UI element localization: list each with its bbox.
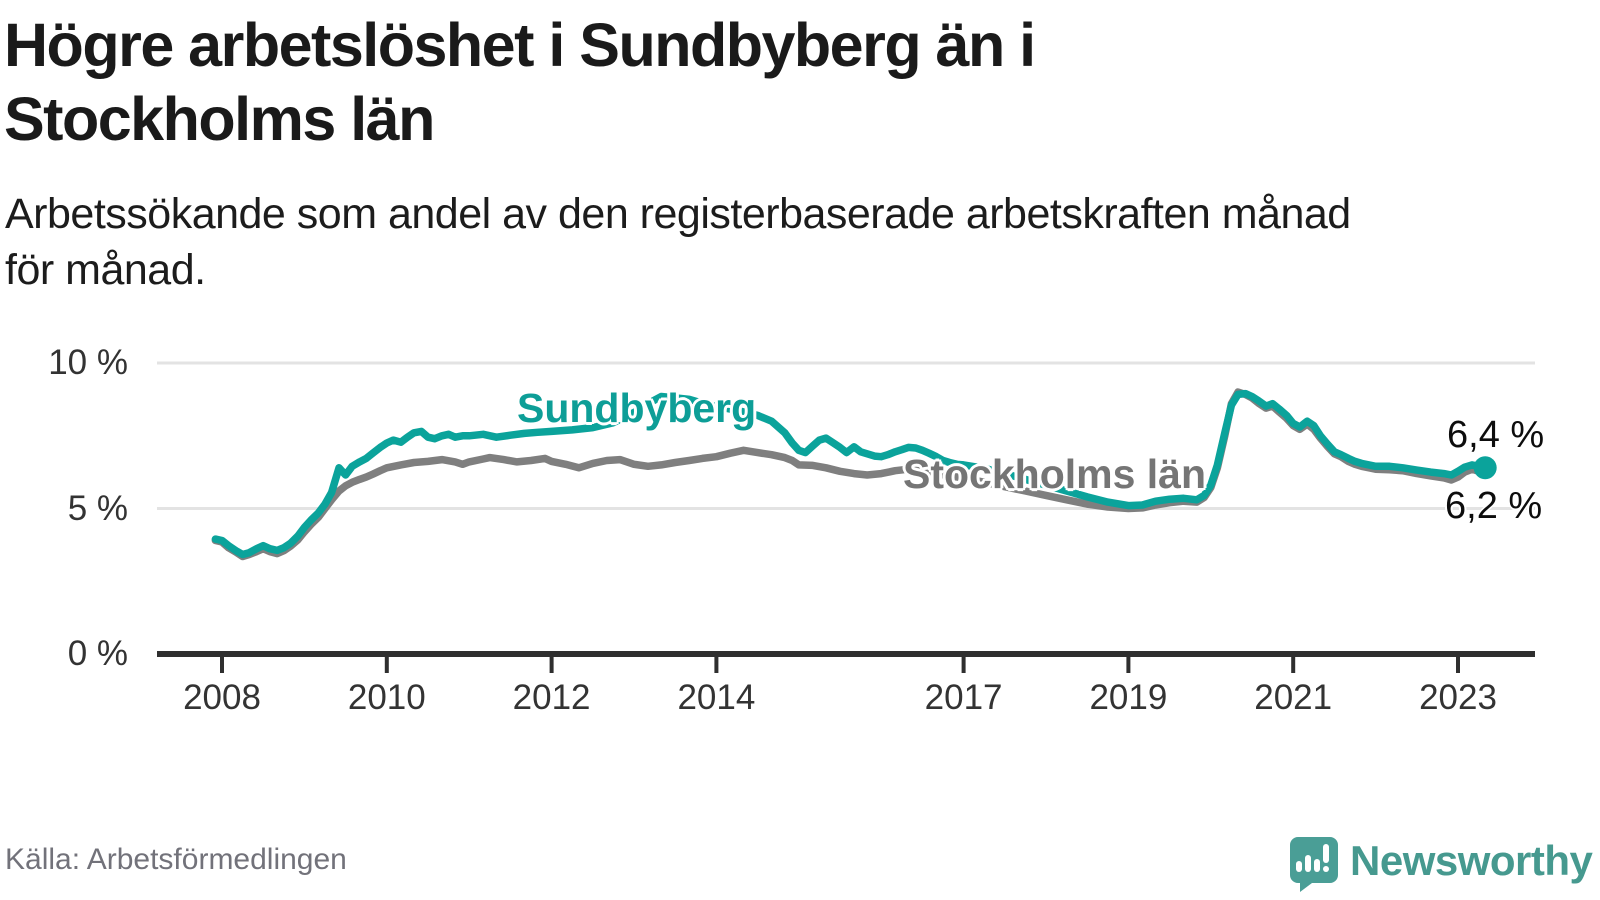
end-value-sundbyberg: 6,4 %: [1447, 414, 1545, 456]
x-axis-label: 2010: [347, 678, 426, 717]
x-axis-tick: [220, 657, 224, 673]
chart-subtitle: Arbetssökande som andel av den registerb…: [5, 186, 1351, 298]
series-line-stockholm: [211, 388, 1489, 561]
source-text: Källa: Arbetsförmedlingen: [5, 843, 347, 876]
newsworthy-logo-icon: [1290, 837, 1338, 892]
title-line-2: Stockholms län: [4, 85, 435, 153]
series-label-sundbyberg: Sundbyberg: [517, 385, 757, 431]
x-axis-label: 2008: [183, 678, 261, 717]
brand-name: Newsworthy: [1350, 837, 1593, 884]
x-axis-tick: [714, 657, 719, 673]
x-axis-label: 2012: [512, 678, 591, 717]
x-axis-tick: [1456, 657, 1460, 673]
x-axis-label: 2014: [677, 678, 756, 717]
x-axis-tick: [384, 657, 389, 673]
y-axis-label: 5 %: [67, 488, 128, 528]
series-label-stockholm: Stockholms län: [903, 451, 1207, 497]
y-axis-label: 0 %: [67, 634, 128, 673]
x-axis-tick: [1291, 657, 1296, 673]
page-title: Högre arbetslöshet i Sundbyberg än i Sto…: [4, 8, 1036, 156]
x-axis-label: 2017: [924, 678, 1003, 717]
series-line-sundbyberg: [211, 389, 1489, 559]
x-axis-label: 2023: [1419, 678, 1497, 717]
x-axis-label: 2019: [1089, 678, 1168, 717]
subtitle-line-2: för månad.: [5, 246, 206, 294]
y-axis-label: 10 %: [48, 343, 128, 382]
x-axis-tick: [549, 657, 554, 673]
subtitle-line-1: Arbetssökande som andel av den registerb…: [5, 190, 1351, 238]
x-axis-label: 2021: [1254, 678, 1333, 717]
title-line-1: Högre arbetslöshet i Sundbyberg än i: [4, 11, 1036, 79]
x-axis-tick: [961, 657, 966, 673]
endpoint-dot-sundbyberg: [1473, 456, 1497, 480]
x-axis-line: [157, 651, 1535, 657]
end-value-stockholm: 6,2 %: [1445, 485, 1543, 527]
x-axis-tick: [1126, 657, 1131, 673]
